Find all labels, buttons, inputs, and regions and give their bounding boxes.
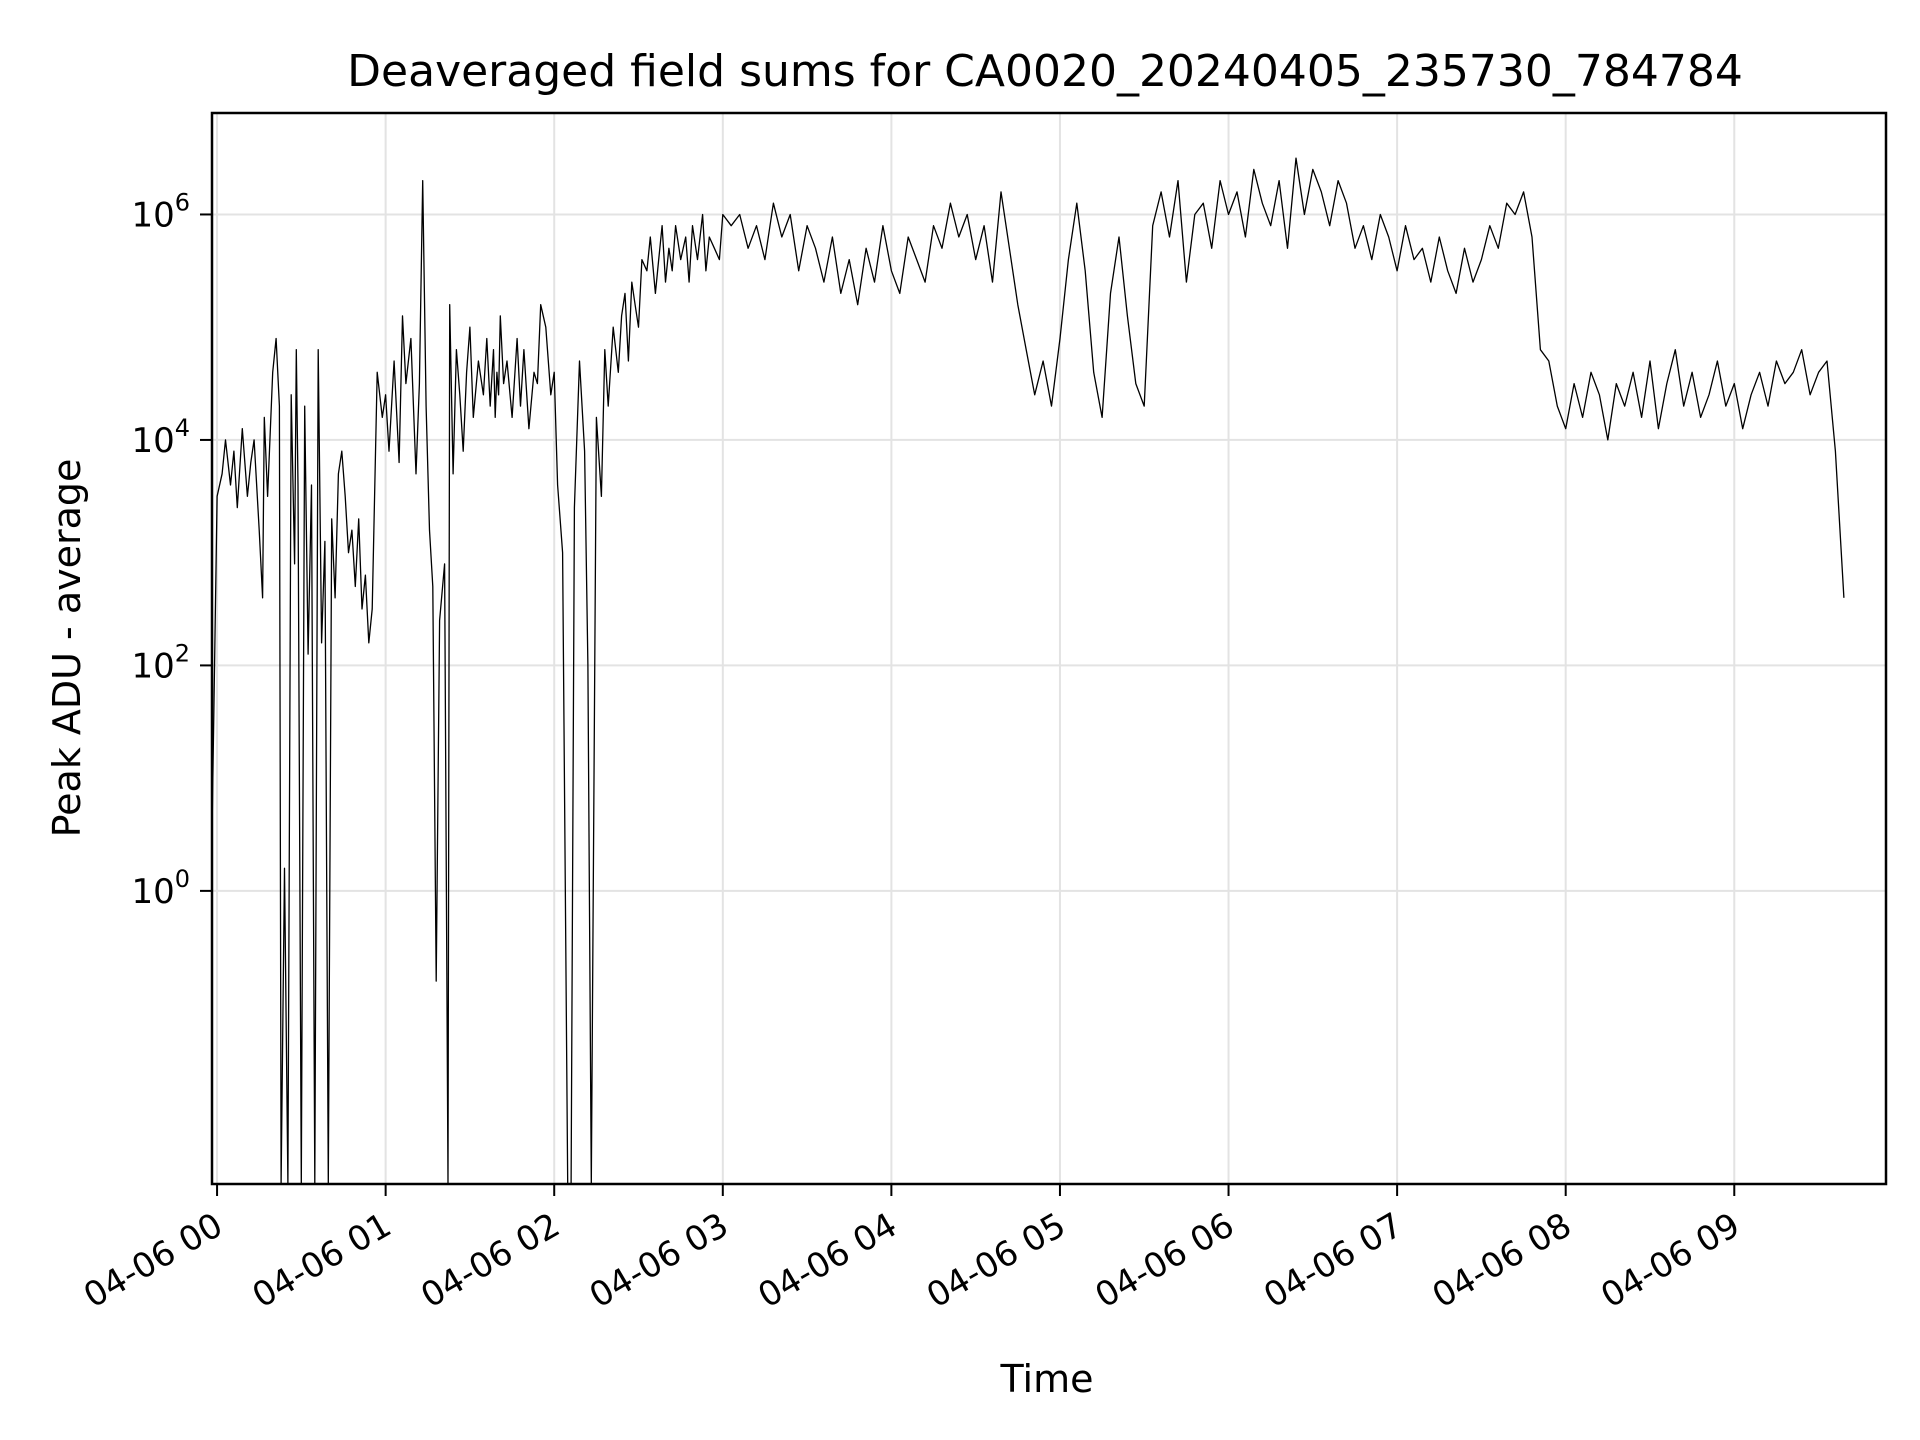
data-layer [212,157,1845,1184]
x-tick-label: 04-06 01 [246,1205,398,1316]
x-tick-label: 04-06 00 [77,1205,229,1316]
x-tick-label: 04-06 07 [1257,1205,1409,1316]
x-tick-label: 04-06 02 [414,1205,566,1316]
y-tick-label: 100 [131,865,190,912]
series-line [212,157,1845,1184]
y-tick-label: 106 [131,188,190,235]
y-tick-exponent: 2 [175,639,190,667]
y-axis-label: Peak ADU - average [45,459,89,838]
chart-title: Deaveraged field sums for CA0020_2024040… [347,46,1743,97]
y-tick-label: 102 [131,639,190,686]
y-tick-exponent: 0 [175,865,190,893]
y-tick-base: 10 [131,646,174,686]
plot-frame [210,111,1888,1186]
y-tick-exponent: 4 [175,414,190,442]
x-tick-label: 04-06 08 [1426,1205,1578,1316]
y-tick-base: 10 [131,872,174,912]
x-tick-label: 04-06 04 [751,1205,903,1316]
y-tick-base: 10 [131,195,174,235]
x-axis-label: Time [1000,1357,1094,1401]
x-tick-label: 04-06 05 [920,1205,1072,1316]
y-tick-label: 104 [131,414,190,461]
y-tick-base: 10 [131,421,174,461]
x-tick-label: 04-06 03 [583,1205,735,1316]
x-tick-label: 04-06 09 [1594,1205,1746,1316]
grid-lines [212,113,1886,1184]
x-tick-label: 04-06 06 [1089,1205,1241,1316]
y-tick-exponent: 6 [175,188,190,216]
